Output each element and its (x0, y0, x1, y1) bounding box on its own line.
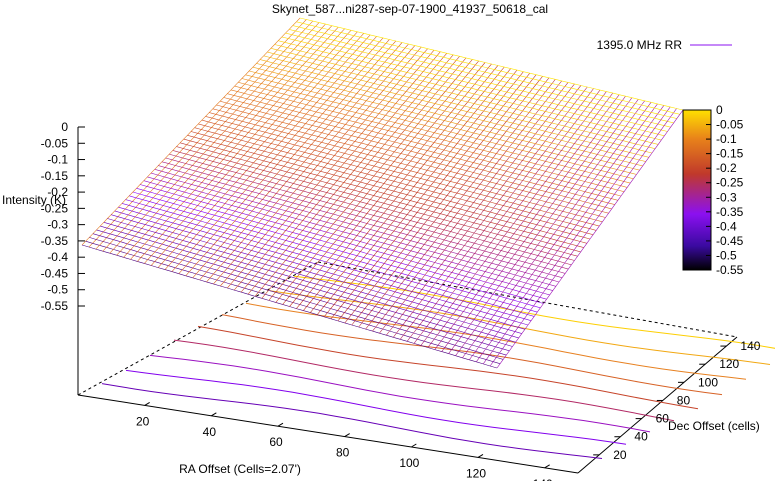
surface-mesh-line (441, 97, 633, 352)
z-tick-label: -0.1 (47, 153, 68, 167)
z-axis-label: Intensity (K) (2, 193, 66, 207)
ra-tick-label: 60 (269, 435, 283, 449)
surface-mesh-line (489, 108, 677, 367)
dec-tick-label: 40 (634, 430, 648, 444)
dec-tick-label: 80 (677, 393, 691, 407)
ra-tick-mark (277, 422, 284, 427)
dec-tick-label: 100 (698, 375, 718, 389)
colorbar-tick-label: -0.3 (716, 190, 737, 204)
ra-tick-mark (344, 433, 350, 438)
surface-mesh-line (270, 48, 659, 145)
surface-mesh-line (289, 29, 674, 124)
ra-tick-mark (411, 443, 417, 448)
colorbar-gradient (682, 109, 712, 271)
colorbar-ticks: 0-0.05-0.1-0.15-0.2-0.25-0.3-0.35-0.4-0.… (706, 103, 744, 277)
surface-mesh-line (476, 105, 665, 362)
z-tick-label: 0 (61, 120, 68, 134)
z-tick-label: -0.25 (41, 201, 69, 215)
ra-tick-mark (211, 412, 217, 417)
surface-mesh-line (263, 55, 653, 154)
ra-tick-label: 20 (136, 414, 150, 428)
z-tick-label: -0.55 (41, 299, 69, 313)
surface-mesh-line (462, 102, 652, 358)
z-tick-label: -0.5 (47, 283, 68, 297)
colorbar-tick-label: -0.2 (716, 161, 737, 175)
contour-line (245, 302, 747, 380)
surface-mesh-line (281, 36, 668, 132)
colorbar-tick-label: -0.05 (716, 118, 744, 132)
contour-line (221, 314, 723, 396)
surface-mesh-line (292, 25, 677, 119)
colorbar-tick-label: -0.35 (716, 205, 744, 219)
dec-axis-line (577, 336, 738, 474)
ra-tick-label: 40 (203, 425, 217, 439)
surface-mesh-line (434, 96, 626, 350)
colorbar-tick-label: -0.45 (716, 234, 744, 248)
legend-label: 1395.0 MHz RR (597, 38, 683, 52)
z-tick-label: -0.15 (41, 169, 69, 183)
colorbar-tick-label: -0.1 (716, 132, 737, 146)
contour-line (149, 354, 651, 433)
back-axis-line (77, 261, 319, 396)
surface-mesh-line (455, 100, 645, 356)
ra-tick-mark (144, 401, 150, 406)
surface-mesh (81, 17, 684, 369)
ra-tick-mark (544, 464, 550, 469)
contour-lines (101, 275, 775, 459)
z-tick-label: -0.2 (47, 185, 68, 199)
colorbar-tick-label: -0.25 (716, 176, 744, 190)
surface-mesh-line (278, 40, 665, 137)
dec-tick-label: 60 (656, 412, 670, 426)
z-axis-ticks: 0 -0.05 -0.1 -0.15 -0.2 -0.25 -0.3 -0.35 -0.4 -0.… (41, 120, 85, 313)
surface-mesh-line (469, 103, 658, 360)
back-axis-line-2 (317, 261, 738, 338)
z-tick-label: -0.35 (41, 234, 69, 248)
contour-line (173, 339, 675, 422)
colorbar-tick-label: -0.55 (716, 263, 744, 277)
contour-line (125, 369, 627, 445)
ra-axis-line (77, 394, 579, 474)
surface-mesh-line (299, 17, 684, 111)
z-tick-label: -0.3 (47, 218, 68, 232)
legend: 1395.0 MHz RR (597, 38, 732, 52)
surface-mesh-line (448, 99, 639, 354)
ra-tick-label: 120 (466, 466, 486, 480)
colorbar-tick-label: 0 (716, 103, 723, 117)
surface-mesh-line (296, 21, 680, 115)
dec-tick-label: 120 (719, 357, 739, 371)
surface-mesh-line (482, 106, 671, 365)
ra-axis-ticks: 20 40 60 80 100 120 140 (136, 401, 553, 481)
chart-title: Skynet_587...ni287-sep-07-1900_41937_506… (272, 2, 548, 16)
z-tick-label: -0.05 (41, 136, 69, 150)
y-axis-label: Dec Offset (cells) (668, 419, 760, 433)
z-tick-label: -0.4 (47, 250, 68, 264)
colorbar-tick-label: -0.5 (716, 248, 737, 262)
dec-tick-label: 140 (740, 339, 760, 353)
ra-tick-label: 100 (399, 456, 419, 470)
colorbar-tick-label: -0.4 (716, 219, 737, 233)
contour-line (101, 383, 603, 459)
ra-tick-mark (477, 453, 484, 458)
x-axis-label: RA Offset (Cells=2.07') (179, 462, 301, 476)
ra-tick-label: 140 (533, 477, 553, 481)
contour-line (293, 275, 775, 349)
surface-mesh-line (285, 32, 671, 128)
surface-mesh-line (267, 51, 656, 149)
dec-tick-label: 20 (613, 448, 627, 462)
contour-line (197, 325, 699, 410)
surface-mesh-line (274, 44, 662, 141)
surface-mesh-line (496, 109, 684, 369)
colorbar-tick-label: -0.15 (716, 147, 744, 161)
colorbar: 0-0.05-0.1-0.15-0.2-0.25-0.3-0.35-0.4-0.… (682, 103, 744, 277)
ra-tick-label: 80 (336, 446, 350, 460)
z-tick-label: -0.45 (41, 266, 69, 280)
base-axes (77, 127, 738, 474)
